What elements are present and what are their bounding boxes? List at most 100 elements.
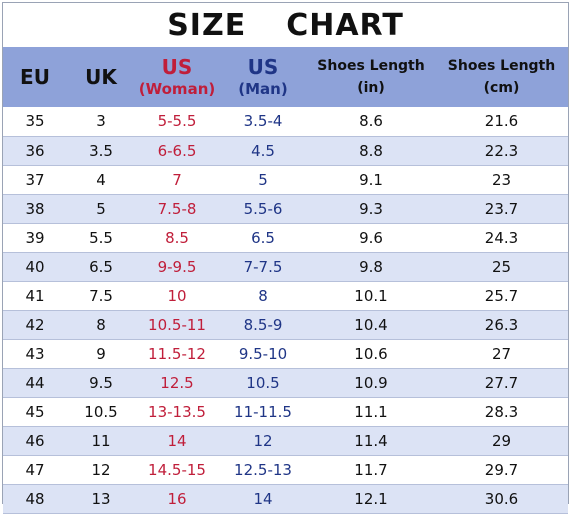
header-eu: EU	[20, 65, 50, 89]
cell-eu: 47	[3, 455, 67, 485]
cell-length-in: 11.7	[307, 455, 435, 485]
cell-length-in: 11.4	[307, 426, 435, 456]
cell-uk: 10.5	[67, 397, 135, 427]
header-us-man-line2: (Man)	[238, 80, 288, 98]
cell-length-in: 10.4	[307, 310, 435, 340]
cell-uk: 13	[67, 484, 135, 514]
cell-length-in: 8.6	[307, 107, 435, 137]
table-row: 46 11 14 12 11.4 29	[3, 426, 568, 456]
cell-length-cm: 27.7	[435, 368, 568, 398]
cell-eu: 37	[3, 165, 67, 195]
table-row: 40 6.5 9-9.5 7-7.5 9.8 25	[3, 252, 568, 282]
cell-uk: 4	[67, 165, 135, 195]
cell-length-in: 9.6	[307, 223, 435, 253]
table-body: 35 3 5-5.5 3.5-4 8.6 21.6 36 3.5 6-6.5 4.5 8.8 22.3…	[3, 107, 568, 514]
cell-us-man: 5	[219, 165, 307, 195]
cell-us-man: 5.5-6	[219, 194, 307, 224]
header-us-woman-line2: (Woman)	[138, 80, 216, 98]
cell-eu: 42	[3, 310, 67, 340]
header-uk: UK	[85, 65, 117, 89]
header-length-in-line1: Shoes Length	[317, 58, 425, 74]
cell-length-in: 11.1	[307, 397, 435, 427]
title-word-chart: CHART	[286, 7, 404, 43]
cell-length-cm: 28.3	[435, 397, 568, 427]
cell-length-cm: 22.3	[435, 136, 568, 166]
cell-us-woman: 14	[135, 426, 219, 456]
table-row: 35 3 5-5.5 3.5-4 8.6 21.6	[3, 107, 568, 137]
cell-eu: 43	[3, 339, 67, 369]
cell-us-man: 3.5-4	[219, 107, 307, 137]
cell-length-cm: 30.6	[435, 484, 568, 514]
cell-eu: 40	[3, 252, 67, 282]
header-length-cm-line1: Shoes Length	[447, 58, 556, 74]
cell-eu: 38	[3, 194, 67, 224]
table-row: 47 12 14.5-15 12.5-13 11.7 29.7	[3, 455, 568, 485]
cell-us-woman: 10	[135, 281, 219, 311]
cell-uk: 8	[67, 310, 135, 340]
cell-length-cm: 27	[435, 339, 568, 369]
cell-length-cm: 23.7	[435, 194, 568, 224]
cell-length-in: 10.9	[307, 368, 435, 398]
header-length-cm: Shoes Length (cm)	[435, 47, 568, 107]
cell-us-woman: 14.5-15	[135, 455, 219, 485]
cell-uk: 11	[67, 426, 135, 456]
cell-length-cm: 29	[435, 426, 568, 456]
cell-us-man: 8	[219, 281, 307, 311]
cell-us-woman: 8.5	[135, 223, 219, 253]
title-word-size: SIZE	[167, 7, 247, 43]
table-row: 36 3.5 6-6.5 4.5 8.8 22.3	[3, 136, 568, 166]
header-us-man-line1: US	[247, 55, 279, 79]
cell-length-cm: 24.3	[435, 223, 568, 253]
cell-eu: 44	[3, 368, 67, 398]
cell-length-cm: 21.6	[435, 107, 568, 137]
cell-length-cm: 29.7	[435, 455, 568, 485]
cell-eu: 36	[3, 136, 67, 166]
cell-us-man: 4.5	[219, 136, 307, 166]
cell-us-man: 9.5-10	[219, 339, 307, 369]
cell-us-woman: 5-5.5	[135, 107, 219, 137]
cell-us-man: 12.5-13	[219, 455, 307, 485]
chart-title: SIZE CHART	[3, 3, 568, 47]
cell-length-cm: 26.3	[435, 310, 568, 340]
cell-us-man: 14	[219, 484, 307, 514]
cell-us-woman: 16	[135, 484, 219, 514]
cell-us-man: 11-11.5	[219, 397, 307, 427]
cell-uk: 3.5	[67, 136, 135, 166]
table-row: 38 5 7.5-8 5.5-6 9.3 23.7	[3, 194, 568, 224]
cell-uk: 5	[67, 194, 135, 224]
cell-length-in: 9.8	[307, 252, 435, 282]
table-row: 45 10.5 13-13.5 11-11.5 11.1 28.3	[3, 397, 568, 427]
cell-us-man: 6.5	[219, 223, 307, 253]
cell-us-woman: 10.5-11	[135, 310, 219, 340]
cell-us-man: 7-7.5	[219, 252, 307, 282]
header-row: EU UK US (Woman) US (Man) Shoes Length (…	[3, 47, 568, 107]
cell-eu: 39	[3, 223, 67, 253]
table-row: 43 9 11.5-12 9.5-10 10.6 27	[3, 339, 568, 369]
cell-us-woman: 9-9.5	[135, 252, 219, 282]
table-row: 37 4 7 5 9.1 23	[3, 165, 568, 195]
cell-length-in: 12.1	[307, 484, 435, 514]
cell-length-in: 8.8	[307, 136, 435, 166]
cell-us-woman: 11.5-12	[135, 339, 219, 369]
cell-us-man: 10.5	[219, 368, 307, 398]
cell-uk: 5.5	[67, 223, 135, 253]
cell-eu: 35	[3, 107, 67, 137]
cell-eu: 48	[3, 484, 67, 514]
cell-length-cm: 25.7	[435, 281, 568, 311]
table-row: 42 8 10.5-11 8.5-9 10.4 26.3	[3, 310, 568, 340]
header-us-woman-line1: US	[161, 55, 193, 79]
cell-us-man: 12	[219, 426, 307, 456]
cell-us-woman: 7	[135, 165, 219, 195]
cell-length-in: 9.1	[307, 165, 435, 195]
cell-uk: 3	[67, 107, 135, 137]
cell-uk: 7.5	[67, 281, 135, 311]
header-us-man: US (Man)	[219, 47, 307, 107]
cell-us-woman: 12.5	[135, 368, 219, 398]
header-length-in-line2: (in)	[357, 80, 385, 96]
cell-length-in: 10.1	[307, 281, 435, 311]
cell-uk: 6.5	[67, 252, 135, 282]
size-table: EU UK US (Woman) US (Man) Shoes Length (…	[3, 47, 568, 514]
cell-length-cm: 25	[435, 252, 568, 282]
cell-length-in: 9.3	[307, 194, 435, 224]
